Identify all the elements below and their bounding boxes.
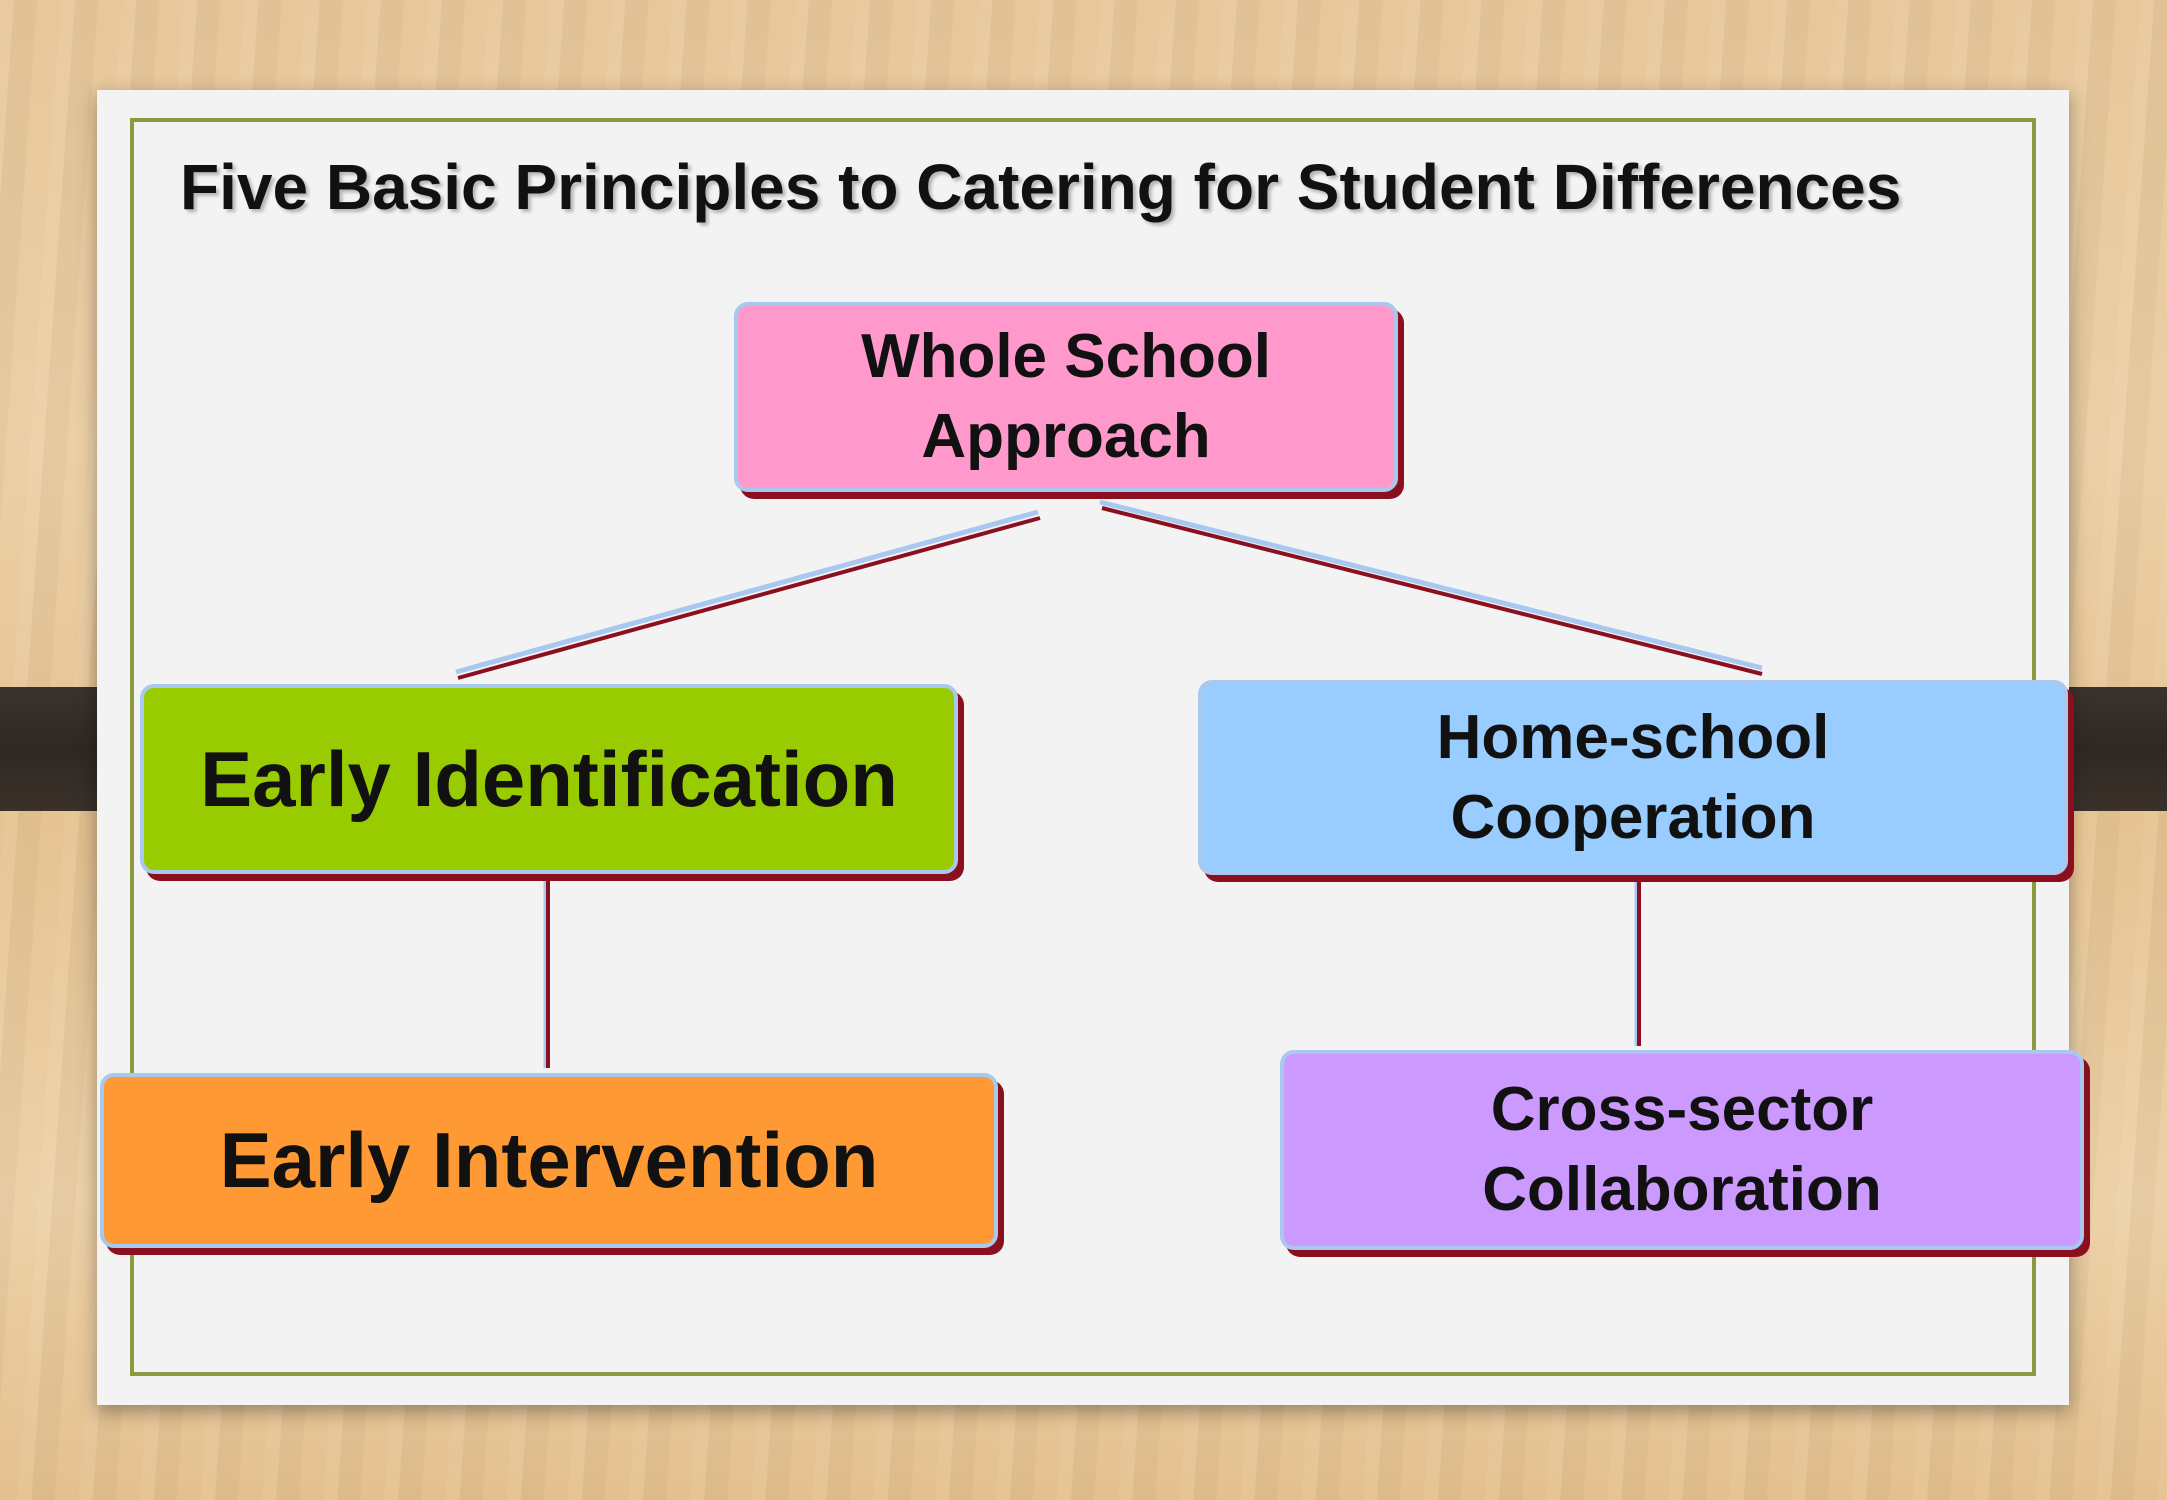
node-label: Whole School Approach — [861, 317, 1271, 477]
node-label-line1: Home-school — [1436, 702, 1830, 772]
node-early-intervention: Early Intervention — [100, 1073, 998, 1248]
node-whole-school-approach: Whole School Approach — [734, 302, 1398, 492]
node-home-school-cooperation: Home-school Cooperation — [1198, 680, 2068, 875]
node-label-line1: Whole School — [861, 322, 1271, 391]
node-label-line2: Collaboration — [1482, 1155, 1882, 1224]
edge-whole-to-home-school — [1099, 499, 1763, 676]
node-label: Early Identification — [200, 734, 898, 823]
node-label: Early Intervention — [219, 1116, 879, 1204]
slide-title: Five Basic Principles to Catering for St… — [180, 151, 1902, 223]
node-early-identification: Early Identification — [140, 684, 958, 874]
node-cross-sector-collaboration: Cross-sector Collaboration — [1280, 1050, 2084, 1250]
edge-whole-to-early-identification — [455, 509, 1041, 680]
node-label: Home-school Cooperation — [1437, 698, 1830, 858]
edge-home-school-to-cross-sector — [1634, 878, 1641, 1046]
edge-early-identification-to-early-intervention — [543, 874, 550, 1068]
node-label: Cross-sector Collaboration — [1482, 1070, 1882, 1230]
node-label-line2: Approach — [921, 402, 1211, 471]
node-label-line2: Cooperation — [1450, 782, 1816, 852]
node-label-line1: Cross-sector — [1490, 1075, 1874, 1144]
